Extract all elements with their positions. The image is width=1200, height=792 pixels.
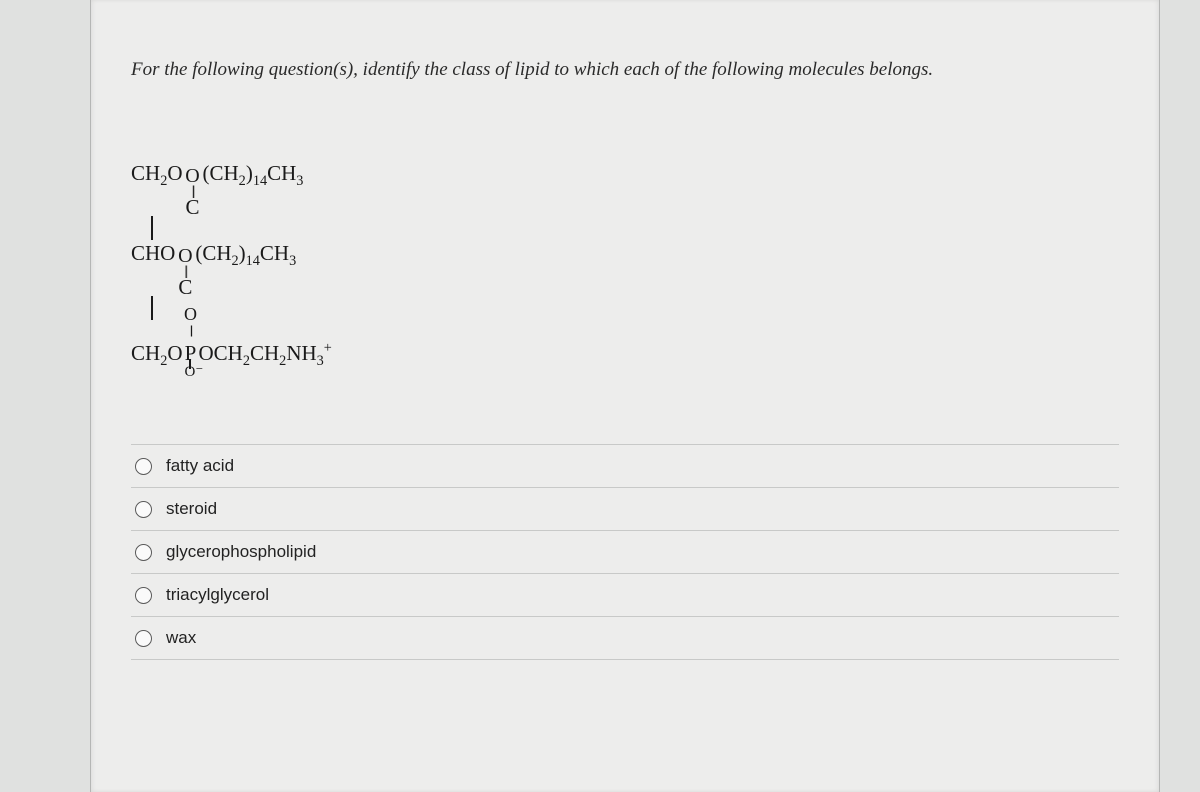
option-label: fatty acid bbox=[166, 456, 234, 476]
bond-1 bbox=[151, 216, 153, 240]
radio-icon[interactable] bbox=[135, 587, 152, 604]
radio-icon[interactable] bbox=[135, 544, 152, 561]
option-label: steroid bbox=[166, 499, 217, 519]
question-prompt: For the following question(s), identify … bbox=[131, 55, 1001, 84]
chemical-structure: CH2OO||C(CH2)14CH3 CHOO||C(CH2)14CH3 CH2… bbox=[131, 164, 1119, 384]
option-fatty-acid[interactable]: fatty acid bbox=[131, 444, 1119, 487]
f-cho: CHO bbox=[131, 241, 175, 265]
option-steroid[interactable]: steroid bbox=[131, 487, 1119, 530]
answer-options: fatty acid steroid glycerophospholipid t… bbox=[131, 444, 1119, 660]
option-triacylglycerol[interactable]: triacylglycerol bbox=[131, 573, 1119, 616]
phosphate: O||PO⁻ bbox=[183, 343, 199, 364]
radio-icon[interactable] bbox=[135, 501, 152, 518]
option-label: triacylglycerol bbox=[166, 585, 269, 605]
f-head: OCH2CH2NH3+ bbox=[199, 341, 332, 365]
carbonyl-1: O||C bbox=[183, 166, 203, 218]
option-wax[interactable]: wax bbox=[131, 616, 1119, 660]
f-tail2: (CH2)14CH3 bbox=[195, 241, 296, 265]
question-card: For the following question(s), identify … bbox=[90, 0, 1160, 792]
f-tail1: (CH2)14CH3 bbox=[203, 161, 304, 185]
carbonyl-2: O||C bbox=[175, 246, 195, 298]
radio-icon[interactable] bbox=[135, 630, 152, 647]
option-label: wax bbox=[166, 628, 196, 648]
option-glycerophospholipid[interactable]: glycerophospholipid bbox=[131, 530, 1119, 573]
f-ch2: CH2O bbox=[131, 161, 183, 185]
radio-icon[interactable] bbox=[135, 458, 152, 475]
bond-2 bbox=[151, 296, 153, 320]
option-label: glycerophospholipid bbox=[166, 542, 316, 562]
f-ch2o: CH2O bbox=[131, 341, 183, 365]
